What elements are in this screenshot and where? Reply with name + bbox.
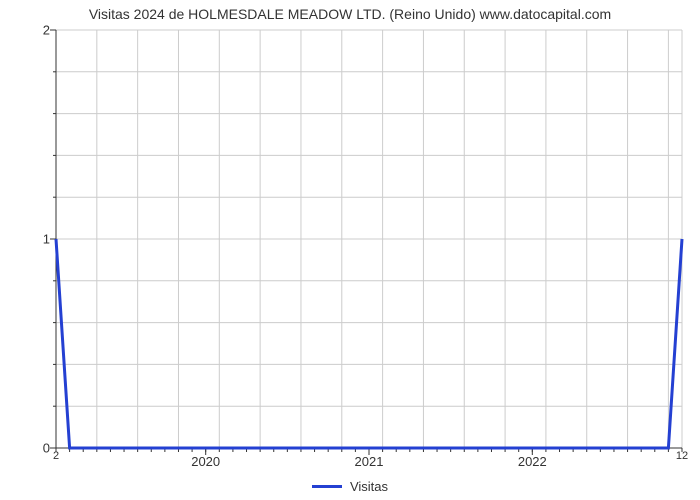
legend: Visitas	[0, 478, 700, 494]
y-tick-label: 1	[43, 232, 56, 247]
x-range-start: 2	[53, 448, 59, 462]
chart-svg	[56, 30, 682, 448]
x-range-end: 12	[676, 448, 688, 462]
chart-title: Visitas 2024 de HOLMESDALE MEADOW LTD. (…	[0, 6, 700, 22]
legend-swatch	[312, 485, 342, 488]
plot-area: 012202020212022212	[56, 30, 682, 448]
x-tick-label: 2021	[355, 448, 384, 469]
y-tick-label: 2	[43, 23, 56, 38]
legend-label: Visitas	[350, 479, 388, 494]
x-tick-label: 2020	[191, 448, 220, 469]
x-tick-label: 2022	[518, 448, 547, 469]
